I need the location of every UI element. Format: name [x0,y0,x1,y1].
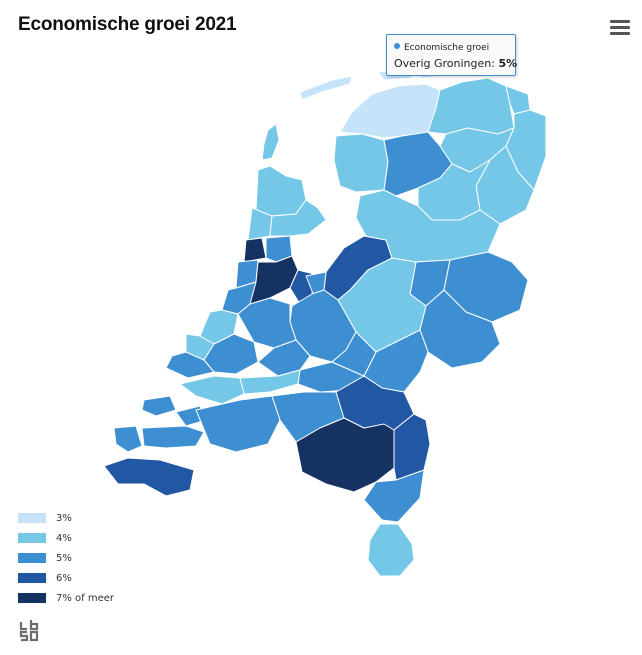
region-rotterdam [203,333,259,375]
legend-swatch [18,553,46,563]
region-texel [261,123,280,161]
region-west-noord-brabant [195,395,281,453]
map-tooltip: Economische groei Overig Groningen: 5% [386,34,517,76]
legend-item[interactable]: 3% [18,508,114,528]
region-schouwen [141,395,177,417]
region-zuidoost-zuid-holland [239,369,301,395]
legend-label: 3% [56,512,72,524]
region-ijmond [243,237,267,263]
region-overig-groningen [427,77,515,135]
tooltip-region: Overig Groningen: [394,57,495,70]
cbs-logo-icon[interactable] [18,618,40,642]
legend-item[interactable]: 5% [18,548,114,568]
legend-label: 6% [56,572,72,584]
region-goeree [165,351,215,379]
legend-item[interactable]: 7% of meer [18,588,114,608]
page-title: Economische groei 2021 [18,14,237,35]
region-beveland [141,425,205,449]
legend-label: 5% [56,552,72,564]
region-kop-noord-holland [255,165,307,217]
series-dot-icon [394,43,400,49]
region-west-friesland [269,199,327,237]
tooltip-value: 5% [498,57,518,70]
region-voorne [179,375,245,405]
region-noord-friesland [339,83,441,139]
legend-item[interactable]: 6% [18,568,114,588]
legend-swatch [18,593,46,603]
region-noord-limburg [393,413,431,481]
legend-swatch [18,533,46,543]
region-walcheren [113,425,143,453]
legend: 3% 4% 5% 6% 7% of meer [18,508,114,608]
tooltip-line: Overig Groningen: 5% [394,57,517,70]
legend-item[interactable]: 4% [18,528,114,548]
region-utrecht-east [331,331,377,377]
region-noord-overijssel [355,189,501,263]
tooltip-series: Economische groei [394,43,489,53]
region-vlieland-terschelling [299,75,353,101]
region-zuidwest-friesland [333,133,389,193]
legend-label: 4% [56,532,72,544]
region-zuid-limburg [367,523,415,577]
legend-label: 7% of meer [56,592,115,604]
legend-swatch [18,573,46,583]
region-zeeuws-vlaanderen [103,457,195,497]
legend-swatch [18,513,46,523]
hamburger-menu-icon[interactable] [610,20,630,38]
tooltip-series-label: Economische groei [404,43,490,53]
region-midden-limburg [363,469,425,523]
